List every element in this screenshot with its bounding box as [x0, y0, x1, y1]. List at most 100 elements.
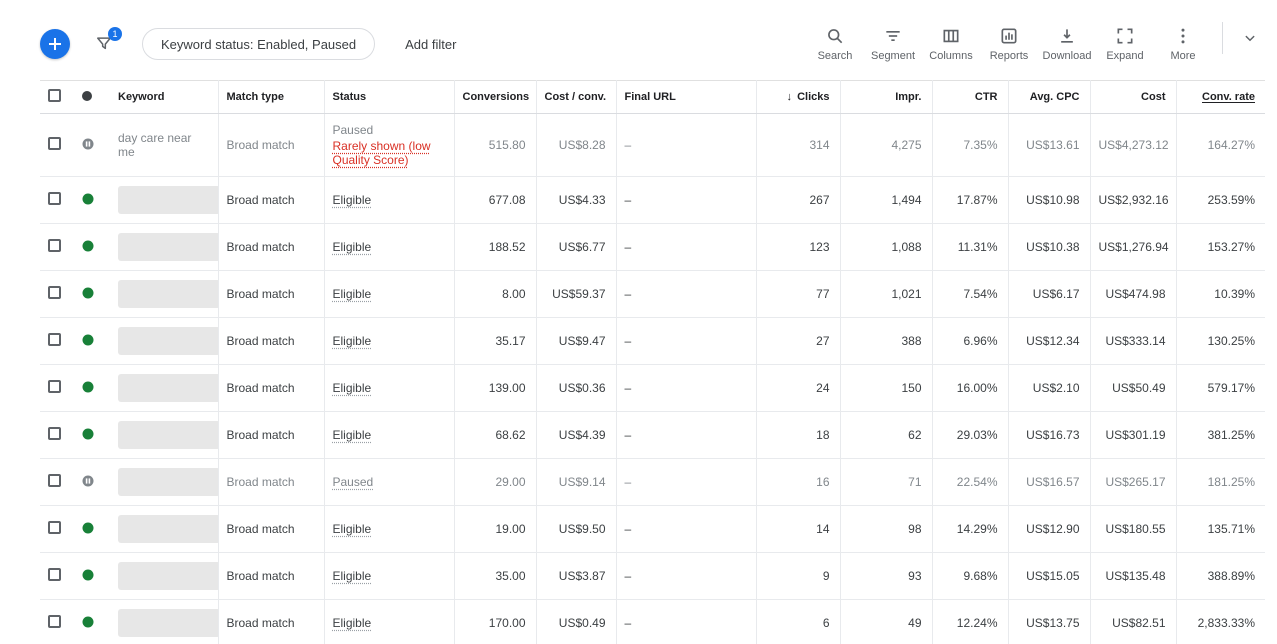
reports-button[interactable]: Reports — [980, 24, 1038, 64]
cost-cell: US$135.48 — [1090, 552, 1177, 600]
ctr-cell: 29.03% — [932, 411, 1009, 459]
row-checkbox[interactable] — [48, 380, 61, 393]
final-url-cell: – — [616, 411, 757, 459]
final-url-cell: – — [616, 270, 757, 318]
status-text[interactable]: Eligible — [332, 522, 372, 536]
status-text[interactable]: Eligible — [332, 193, 372, 207]
more-button[interactable]: More — [1154, 24, 1212, 64]
column-header-clicks[interactable]: ↓ Clicks — [756, 80, 841, 114]
column-header-conversions[interactable]: Conversions — [454, 80, 537, 114]
status-detail[interactable]: Rarely shown (low Quality Score) — [332, 139, 431, 167]
segment-button[interactable]: Segment — [864, 24, 922, 64]
status-dot-enabled[interactable] — [82, 428, 94, 440]
status-dot-paused[interactable] — [82, 138, 94, 150]
redacted-keyword — [118, 327, 217, 355]
status-dot-paused[interactable] — [82, 475, 94, 487]
status-dot-enabled[interactable] — [82, 334, 94, 346]
column-header-impressions[interactable]: Impr. — [840, 80, 933, 114]
row-checkbox[interactable] — [48, 474, 61, 487]
columns-button[interactable]: Columns — [922, 24, 980, 64]
row-checkbox[interactable] — [48, 568, 61, 581]
column-label: CTR — [974, 91, 998, 103]
status-dot-enabled[interactable] — [82, 287, 94, 299]
status-text[interactable]: Eligible — [332, 240, 372, 254]
add-filter-button[interactable]: Add filter — [405, 36, 457, 52]
keyword-label: day care near me — [118, 131, 192, 159]
filter-button[interactable]: 1 — [94, 27, 122, 54]
column-header-final_url[interactable]: Final URL — [616, 80, 757, 114]
keyword-cell[interactable] — [110, 505, 219, 553]
status-dot-enabled[interactable] — [82, 569, 94, 581]
add-keyword-button[interactable] — [40, 29, 70, 59]
row-checkbox[interactable] — [48, 615, 61, 628]
search-button[interactable]: Search — [806, 24, 864, 64]
match-type-cell: Broad match — [218, 223, 325, 271]
ctr-cell: 17.87% — [932, 176, 1009, 224]
status-text[interactable]: Paused — [332, 123, 374, 137]
cost-per-conv-cell: US$9.50 — [536, 505, 617, 553]
row-checkbox[interactable] — [48, 333, 61, 346]
avg-cpc-cell: US$6.17 — [1008, 270, 1091, 318]
status-text[interactable]: Eligible — [332, 428, 372, 442]
keyword-cell[interactable]: day care near me — [110, 113, 219, 177]
keyword-cell[interactable] — [110, 599, 219, 644]
segment-icon — [883, 26, 903, 46]
redacted-keyword — [118, 421, 217, 449]
column-header-match_type[interactable]: Match type — [218, 80, 325, 114]
column-label: Final URL — [624, 91, 676, 103]
status-text[interactable]: Eligible — [332, 287, 372, 301]
match-type-label: Broad match — [226, 334, 295, 348]
match-type-cell: Broad match — [218, 505, 325, 553]
cost-per-conv-cell: US$9.47 — [536, 317, 617, 365]
clicks-cell: 24 — [756, 364, 841, 412]
filter-chip[interactable]: Keyword status: Enabled, Paused — [142, 28, 376, 60]
column-header-cost_per_conv[interactable]: Cost / conv. — [536, 80, 617, 114]
row-checkbox[interactable] — [48, 192, 61, 205]
column-header-conv_rate[interactable]: Conv. rate — [1176, 80, 1265, 114]
match-type-label: Broad match — [226, 240, 295, 254]
keyword-cell[interactable] — [110, 552, 219, 600]
status-text[interactable]: Eligible — [332, 381, 372, 395]
final-url-cell: – — [616, 113, 757, 177]
select-all-checkbox[interactable] — [48, 89, 61, 102]
status-dot-enabled[interactable] — [82, 522, 94, 534]
column-header-status[interactable]: Status — [324, 80, 455, 114]
row-checkbox[interactable] — [48, 137, 61, 150]
status-text[interactable]: Eligible — [332, 569, 372, 583]
keyword-cell[interactable] — [110, 223, 219, 271]
match-type-cell: Broad match — [218, 113, 325, 177]
row-checkbox[interactable] — [48, 239, 61, 252]
more-icon — [1173, 26, 1193, 46]
status-cell: Paused Rarely shown (low Quality Score) — [324, 113, 455, 177]
keyword-cell[interactable] — [110, 317, 219, 365]
status-dot-enabled[interactable] — [82, 193, 94, 205]
row-checkbox[interactable] — [48, 427, 61, 440]
status-column-icon[interactable] — [82, 90, 92, 101]
status-text[interactable]: Eligible — [332, 616, 372, 630]
match-type-label: Broad match — [226, 287, 295, 301]
chevron-down-icon — [1241, 29, 1259, 47]
status-dot-enabled[interactable] — [82, 240, 94, 252]
keyword-cell[interactable] — [110, 270, 219, 318]
download-button[interactable]: Download — [1038, 24, 1096, 64]
impressions-cell: 49 — [840, 599, 933, 644]
column-header-avg_cpc[interactable]: Avg. CPC — [1008, 80, 1091, 114]
cost-cell: US$301.19 — [1090, 411, 1177, 459]
expand-button[interactable]: Expand — [1096, 24, 1154, 64]
keyword-cell[interactable] — [110, 176, 219, 224]
column-header-ctr[interactable]: CTR — [932, 80, 1009, 114]
keyword-cell[interactable] — [110, 364, 219, 412]
row-checkbox[interactable] — [48, 286, 61, 299]
row-checkbox[interactable] — [48, 521, 61, 534]
status-text[interactable]: Paused — [332, 475, 374, 489]
status-dot-enabled[interactable] — [82, 381, 94, 393]
keyword-cell[interactable] — [110, 411, 219, 459]
column-header-cost[interactable]: Cost — [1090, 80, 1177, 114]
status-dot-enabled[interactable] — [82, 616, 94, 628]
column-header-keyword[interactable]: Keyword — [110, 80, 219, 114]
collapse-table-button[interactable] — [1222, 22, 1265, 54]
conv-rate-cell: 388.89% — [1176, 552, 1265, 600]
status-text[interactable]: Eligible — [332, 334, 372, 348]
keyword-cell[interactable] — [110, 458, 219, 506]
